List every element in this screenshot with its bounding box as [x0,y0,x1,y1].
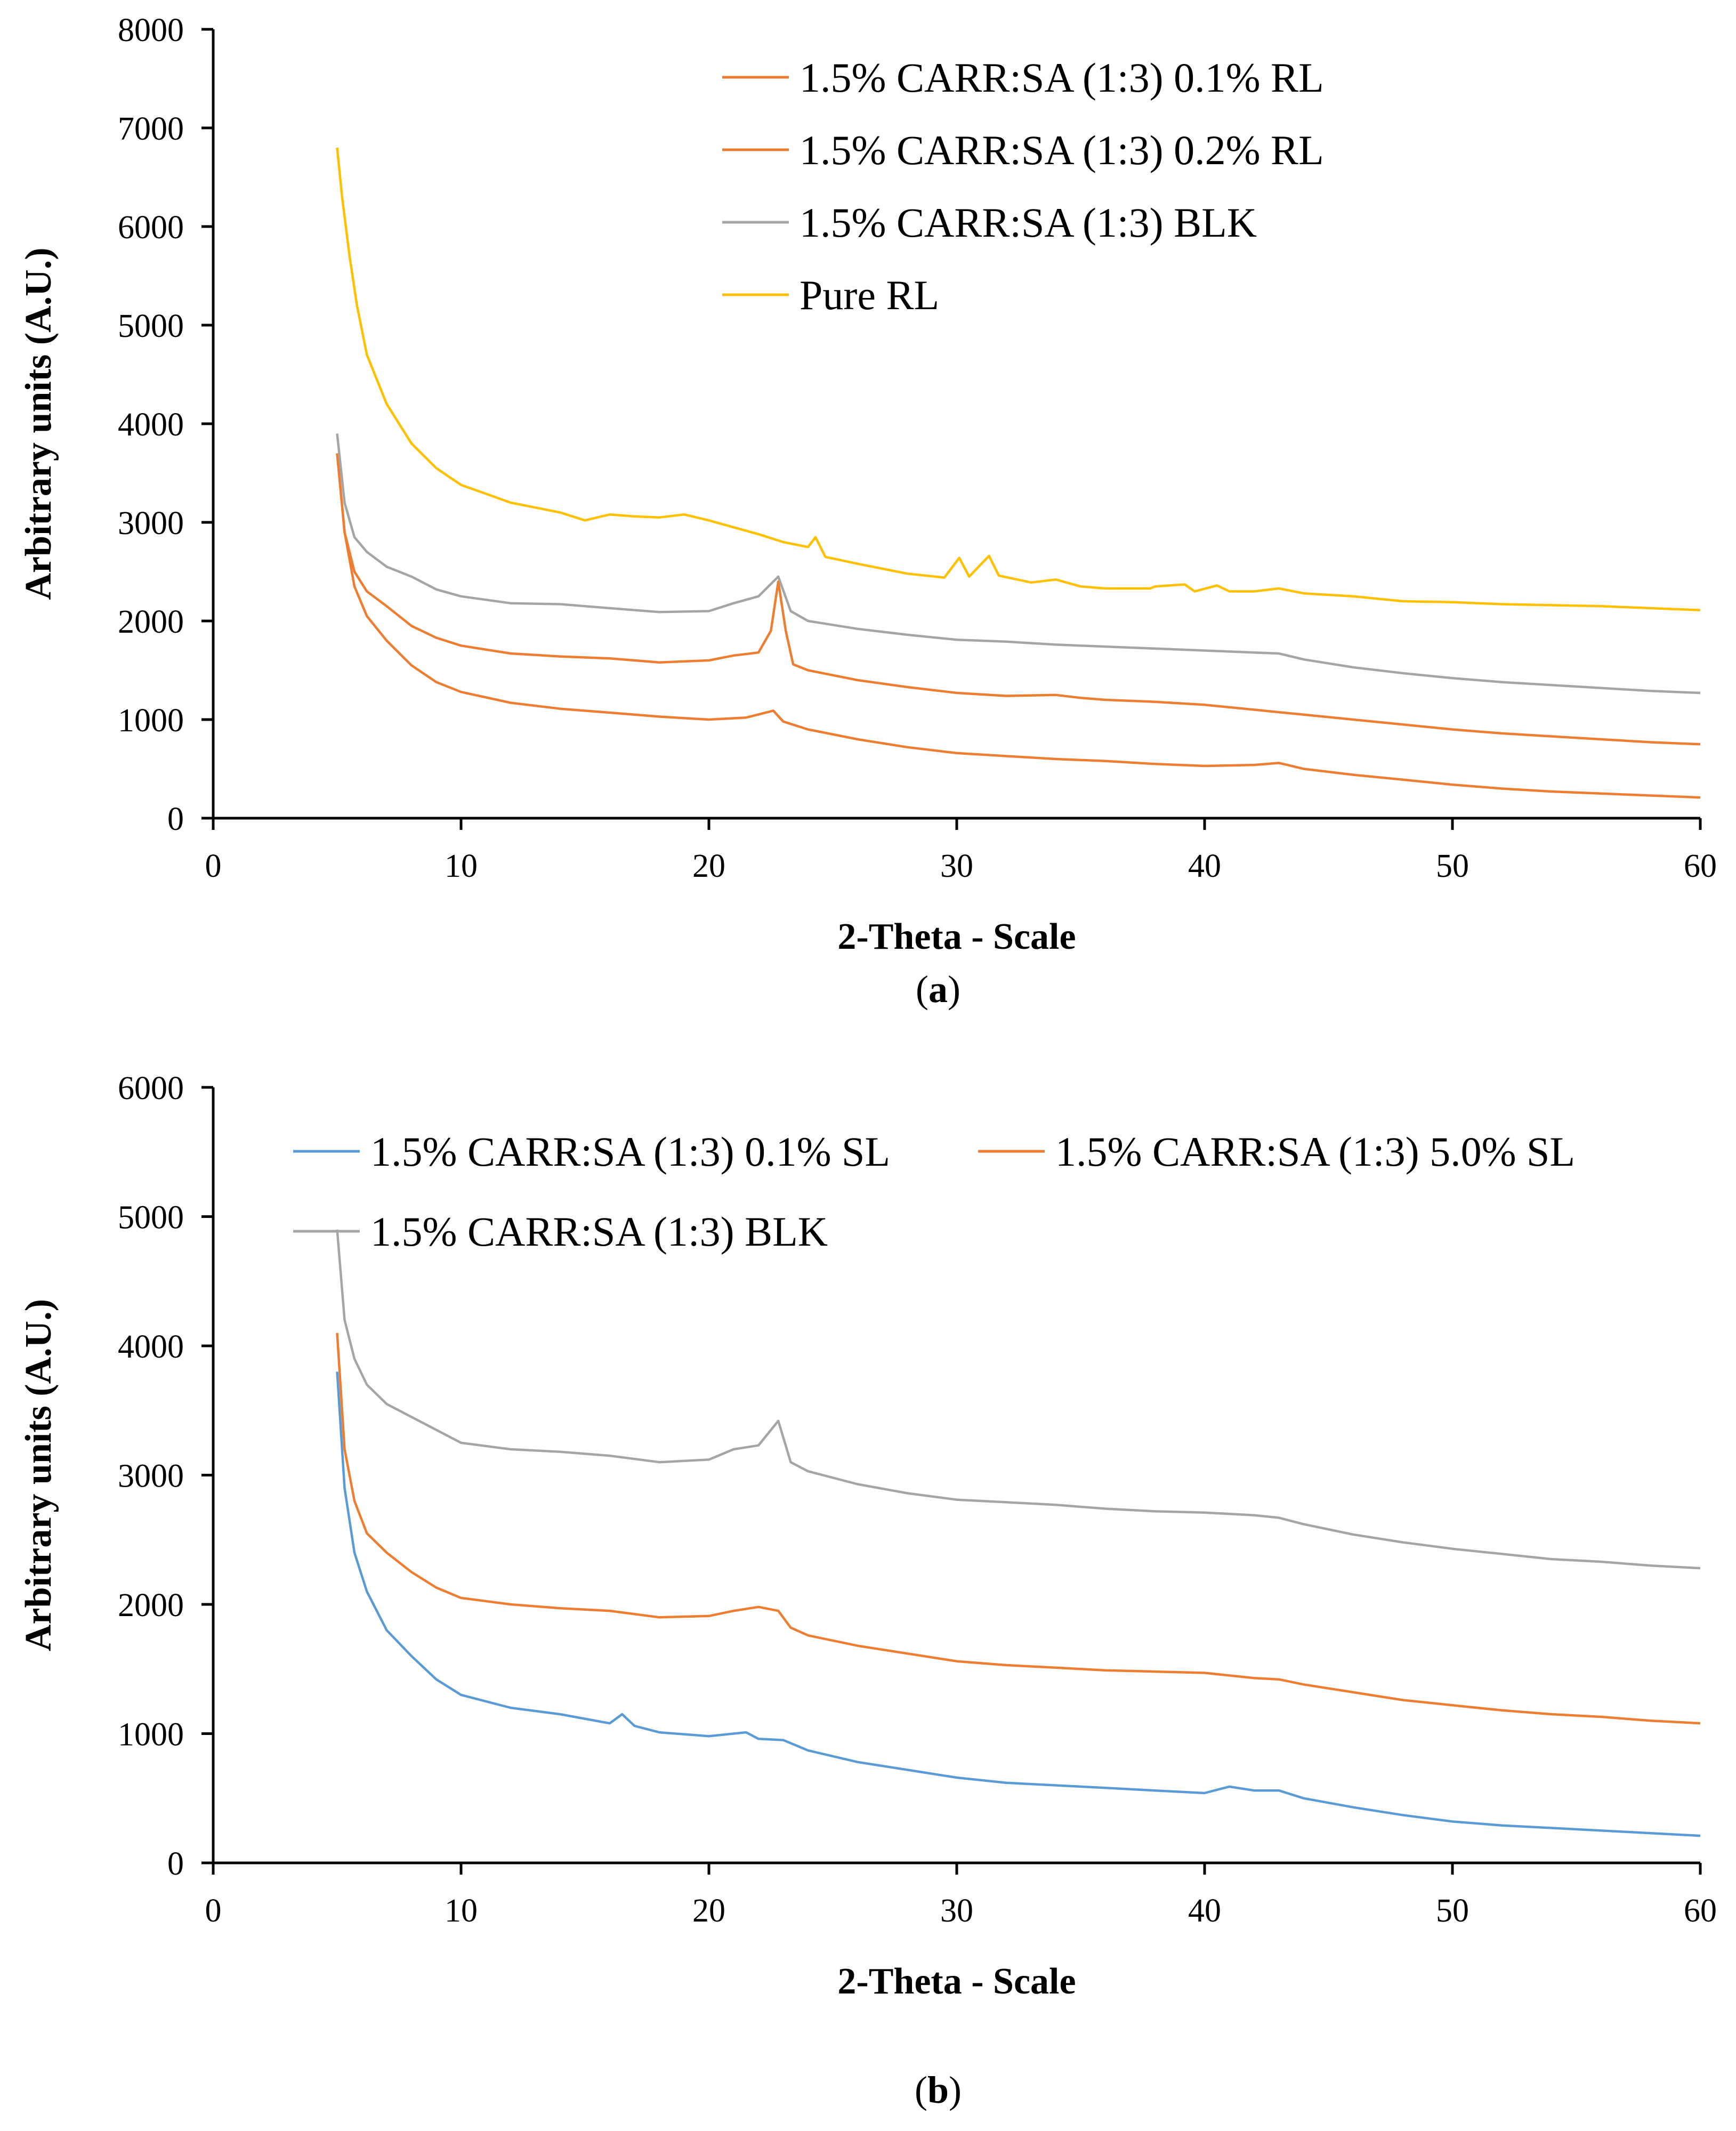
x-axis-title: 2-Theta - Scale [837,916,1076,957]
y-axis-title: Arbitrary units (A.U.) [18,1299,59,1651]
series-line-2 [336,453,1701,746]
y-axis-title: Arbitrary units (A.U.) [18,247,59,600]
y-tick-label: 0 [167,801,184,837]
y-tick-label: 5000 [118,1200,184,1236]
series-line-2 [336,1333,1701,1725]
series-line-3 [336,1229,1701,1570]
x-tick-label: 30 [940,1893,973,1929]
legend-label: 1.5% CARR:SA (1:3) 5.0% SL [1055,1128,1575,1175]
x-tick-label: 30 [940,848,973,884]
x-tick-label: 10 [445,848,478,884]
x-tick-label: 60 [1684,1893,1717,1929]
x-tick-label: 60 [1684,848,1717,884]
legend-label: Pure RL [800,272,939,318]
legend-label: 1.5% CARR:SA (1:3) 0.2% RL [800,127,1324,173]
y-tick-label: 4000 [118,1329,184,1365]
x-axis-title: 2-Theta - Scale [837,1961,1076,2002]
y-tick-label: 2000 [118,604,184,640]
legend-label: 1.5% CARR:SA (1:3) 0.1% RL [800,54,1324,101]
x-tick-label: 20 [692,1893,725,1929]
chart-panel-b: 0 1000 2000 3000 4000 5000 6000 0 10 20 30 40 50 60 2-… [0,1045,1736,2128]
x-tick-label: 50 [1436,848,1469,884]
x-tick-label: 50 [1436,1893,1469,1929]
y-tick-label: 7000 [118,111,184,147]
y-tick-label: 2000 [118,1587,184,1624]
y-tick-label: 1000 [118,703,184,739]
series-line-1 [336,453,1701,799]
y-tick-label: 1000 [118,1717,184,1753]
series-line-1 [336,1371,1701,1837]
x-tick-label: 0 [205,848,222,884]
x-tick-label: 40 [1188,848,1221,884]
legend-label: 1.5% CARR:SA (1:3) 0.1% SL [370,1128,890,1175]
x-tick-label: 10 [445,1893,478,1929]
y-tick-label: 3000 [118,505,184,542]
y-tick-label: 0 [167,1846,184,1882]
panel-caption: (a) [916,968,960,1011]
y-tick-label: 4000 [118,407,184,443]
y-tick-label: 6000 [118,1070,184,1107]
panel-caption: (b) [915,2069,962,2111]
legend-label: 1.5% CARR:SA (1:3) BLK [800,199,1257,246]
x-tick-label: 40 [1188,1893,1221,1929]
x-tick-label: 0 [205,1893,222,1929]
series-line-4 [336,147,1701,611]
series-line-3 [336,433,1701,695]
legend-label: 1.5% CARR:SA (1:3) BLK [370,1208,828,1255]
chart-a-svg: 0 1000 2000 3000 4000 5000 6000 7000 8000 0 10 20 30… [18,12,1717,1011]
chart-b-svg: 0 1000 2000 3000 4000 5000 6000 0 10 20 30 40 50 60 2-… [18,1070,1717,2111]
y-tick-label: 8000 [118,12,184,49]
y-tick-label: 5000 [118,308,184,344]
y-tick-label: 3000 [118,1458,184,1495]
y-tick-label: 6000 [118,209,184,246]
chart-panel-a: 0 1000 2000 3000 4000 5000 6000 7000 8000 0 10 20 30… [0,0,1736,1013]
x-tick-label: 20 [692,848,725,884]
